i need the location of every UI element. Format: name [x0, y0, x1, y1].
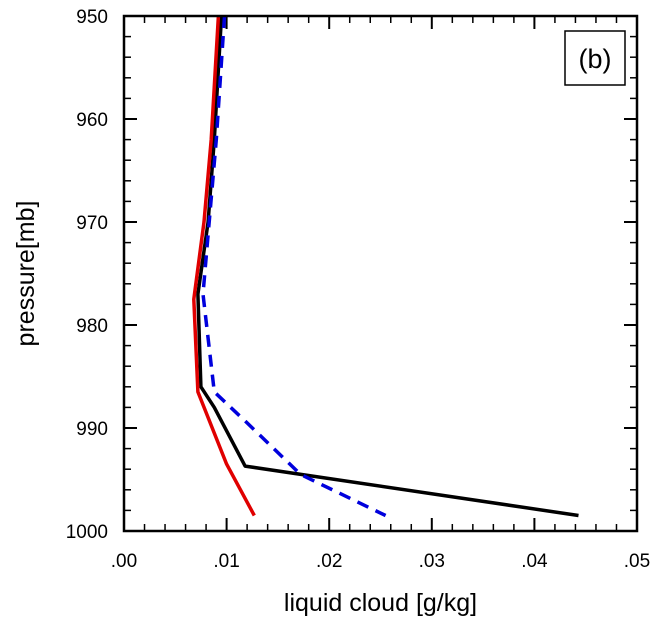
y-tick-label: 990 — [76, 419, 108, 440]
x-tick-label: .03 — [419, 551, 445, 572]
panel-label: (b) — [579, 44, 612, 74]
x-tick-label: .02 — [316, 551, 342, 572]
y-tick-label: 950 — [76, 7, 108, 28]
x-tick-label: .00 — [111, 551, 137, 572]
y-axis-title: pressure[mb] — [12, 201, 40, 347]
series-line-3 — [192, 15, 256, 517]
y-tick-label: 970 — [76, 213, 108, 234]
plot-frame — [122, 14, 639, 533]
series-line-1 — [196, 15, 579, 518]
series-layer — [192, 15, 579, 518]
x-tick-labels: .00 .01 .02 .03 .04 .05 — [111, 551, 650, 572]
panel-label-box: (b) — [564, 30, 626, 86]
y-tick-label: 1000 — [66, 522, 108, 543]
series-line-2 — [201, 15, 387, 518]
x-tick-label: .04 — [521, 551, 548, 572]
y-tick-labels: 950 960 970 980 990 1000 — [66, 7, 108, 543]
x-axis-title: liquid cloud [g/kg] — [284, 589, 477, 617]
y-tick-label: 960 — [76, 110, 108, 131]
panel-label-frame — [564, 30, 626, 86]
y-tick-label: 980 — [76, 316, 108, 337]
x-tick-label: .05 — [624, 551, 650, 572]
x-tick-label: .01 — [213, 551, 239, 572]
